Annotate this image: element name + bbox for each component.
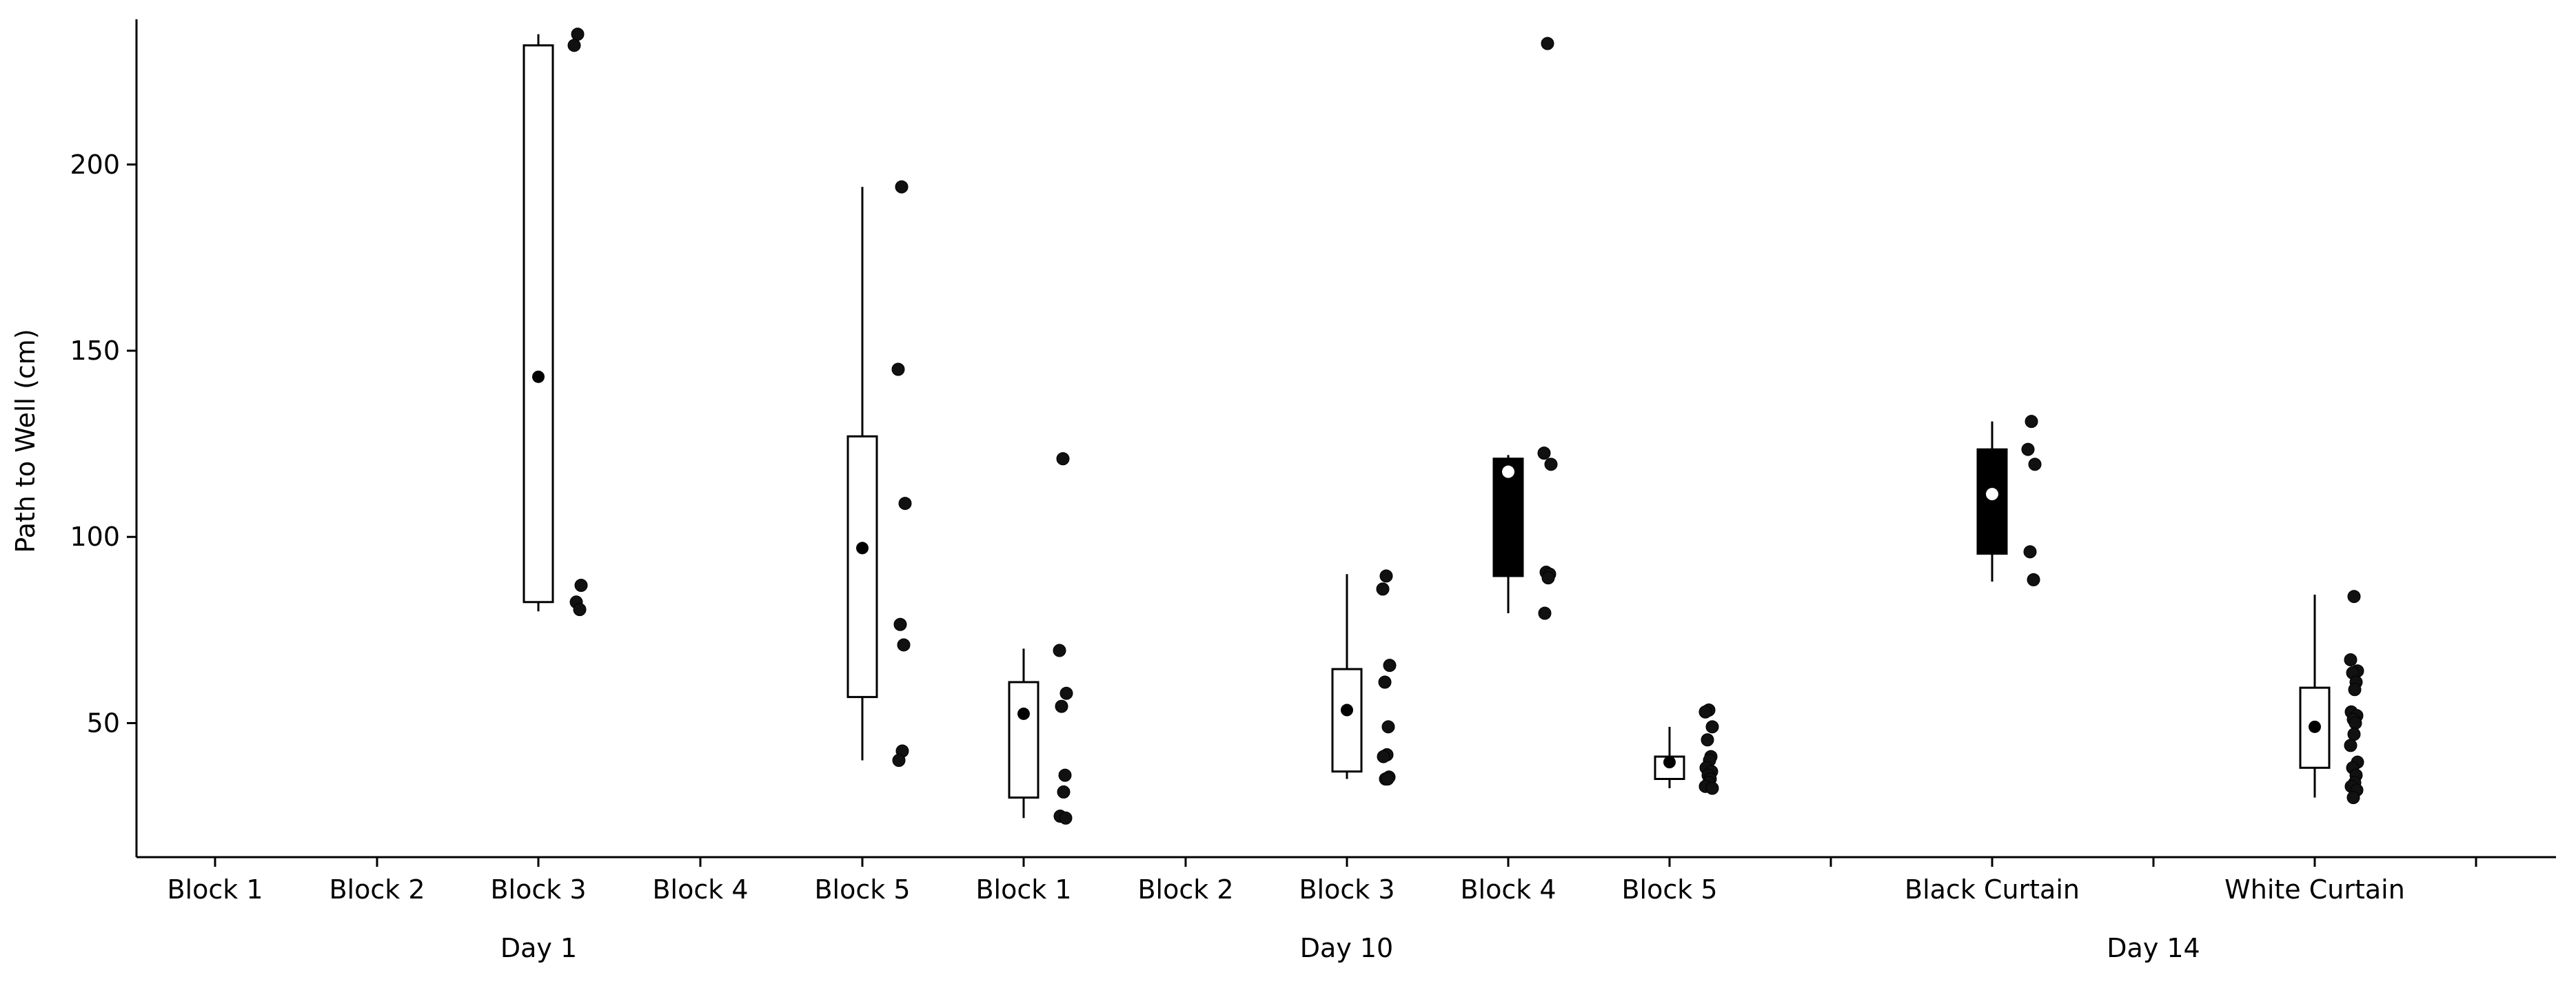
data-point <box>1058 768 1072 782</box>
mean-marker <box>1502 465 1514 478</box>
x-tick-label: Block 2 <box>329 874 425 905</box>
data-point <box>2025 415 2038 429</box>
data-point <box>897 638 911 652</box>
mean-marker <box>1017 707 1030 720</box>
x-tick-label: Black Curtain <box>1905 874 2080 905</box>
data-point <box>895 180 909 194</box>
x-tick-label: Block 5 <box>814 874 910 905</box>
x-tick-label: Block 4 <box>1460 874 1556 905</box>
box <box>846 435 878 699</box>
box <box>1331 668 1363 773</box>
data-point <box>1381 772 1395 786</box>
mean-marker <box>856 542 869 555</box>
group-label: Day 10 <box>1300 933 1393 963</box>
data-point <box>1544 458 1558 471</box>
plot-area <box>523 28 2364 825</box>
box <box>1976 448 2008 555</box>
group-label: Day 1 <box>500 933 577 963</box>
data-point <box>1541 37 1554 50</box>
data-point <box>2344 739 2357 752</box>
box-group <box>523 28 588 617</box>
mean-marker <box>1341 703 1353 717</box>
data-point <box>567 39 581 52</box>
data-point <box>1059 686 1073 700</box>
data-point <box>2348 683 2362 697</box>
data-point <box>574 578 588 592</box>
box-group <box>2299 590 2364 805</box>
x-tick-label: Block 2 <box>1137 874 1233 905</box>
y-axis-label: Path to Well (cm) <box>10 329 41 553</box>
data-point <box>1701 733 1714 747</box>
box-group <box>846 180 912 767</box>
data-point <box>898 497 912 511</box>
data-point <box>2028 458 2042 471</box>
axes: 50 100 150 200 Block 1 Block 2 Block 3 Block 4 B… <box>70 19 2556 963</box>
data-point <box>1383 659 1397 672</box>
y-tick-label: 150 <box>70 336 120 366</box>
data-point <box>1705 720 1719 734</box>
data-point <box>1055 699 1068 713</box>
data-point <box>1378 675 1392 689</box>
data-point <box>2027 573 2040 586</box>
data-point <box>573 603 587 617</box>
data-point <box>2346 791 2360 805</box>
x-tick-label: Block 3 <box>490 874 586 905</box>
data-point <box>2347 728 2361 741</box>
data-point <box>571 28 585 41</box>
box-group <box>1976 415 2042 586</box>
data-point <box>893 617 907 631</box>
data-point <box>1537 446 1551 460</box>
x-tick-label: White Curtain <box>2224 874 2405 905</box>
y-tick-label: 100 <box>70 522 120 552</box>
mean-marker <box>1663 756 1676 769</box>
x-tick-label: Block 1 <box>167 874 263 905</box>
data-point <box>2021 442 2035 456</box>
data-point <box>1379 569 1393 583</box>
data-point <box>1059 811 1073 825</box>
x-tick-label: Block 4 <box>652 874 748 905</box>
data-point <box>1705 781 1719 795</box>
mean-marker <box>532 370 545 383</box>
box-group <box>1008 452 1073 825</box>
data-point <box>891 362 905 376</box>
data-point <box>892 753 906 767</box>
box <box>523 44 554 604</box>
box-group <box>1654 703 1719 795</box>
data-point <box>1538 606 1552 620</box>
mean-marker <box>1986 488 1998 501</box>
box-group <box>1331 569 1397 786</box>
box <box>2299 686 2331 769</box>
data-point <box>1541 571 1555 585</box>
data-point <box>1053 644 1066 657</box>
box <box>1492 458 1524 577</box>
group-label: Day 14 <box>2107 933 2200 963</box>
data-point <box>2023 545 2037 559</box>
data-point <box>1381 720 1395 734</box>
y-tick-label: 50 <box>87 708 120 738</box>
mean-marker <box>2309 720 2321 733</box>
data-point <box>1377 750 1390 763</box>
data-point <box>1698 705 1712 719</box>
data-point <box>2347 590 2361 604</box>
data-point <box>1376 582 1390 596</box>
y-tick-label: 200 <box>70 150 120 180</box>
data-point <box>1057 785 1071 799</box>
box-group <box>1492 37 1558 620</box>
x-tick-label: Block 1 <box>975 874 1071 905</box>
data-point <box>2344 653 2357 667</box>
x-tick-label: Block 5 <box>1621 874 1717 905</box>
x-tick-label: Block 3 <box>1299 874 1395 905</box>
data-point <box>1056 452 1070 466</box>
data-point <box>2349 716 2362 730</box>
box <box>1008 681 1039 799</box>
